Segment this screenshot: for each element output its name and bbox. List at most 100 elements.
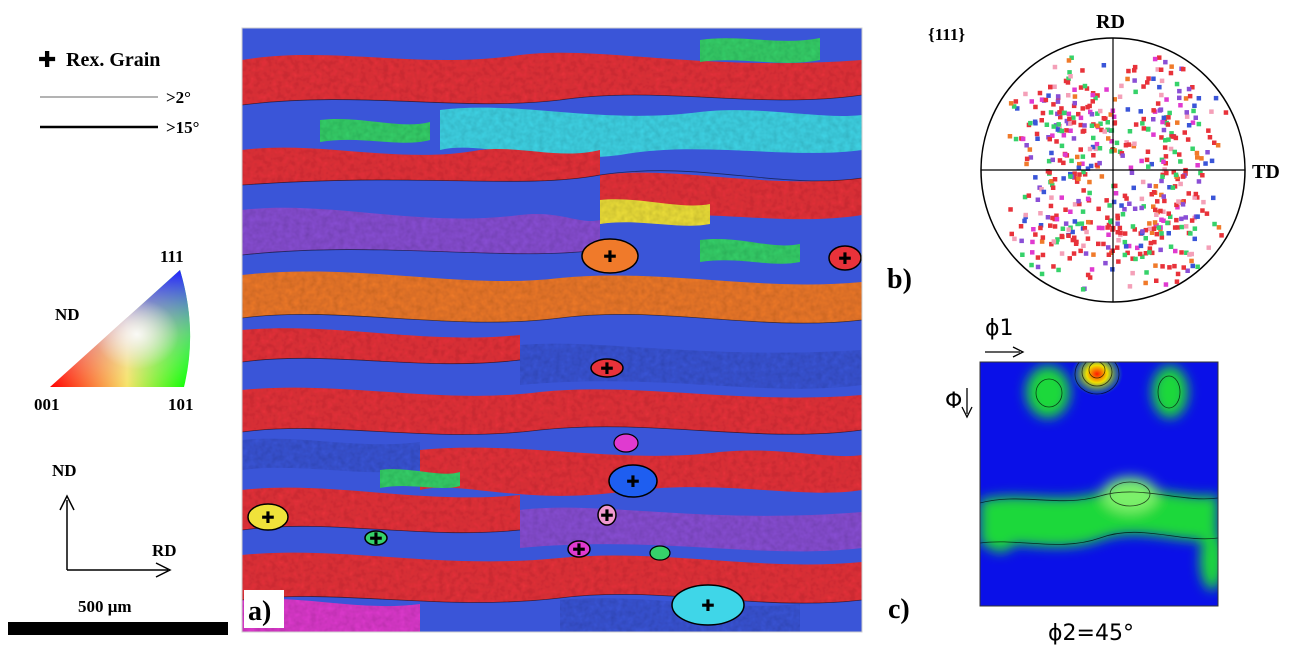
pole-point — [1018, 224, 1024, 229]
pole-point — [1122, 252, 1128, 258]
pole-point — [1189, 251, 1194, 257]
pole-point — [1114, 140, 1120, 146]
pole-point — [1085, 104, 1090, 110]
pole-point — [1160, 264, 1165, 269]
pole-point — [1139, 205, 1144, 211]
pole-point — [1164, 97, 1169, 102]
pole-point — [1109, 128, 1115, 133]
pole-point — [1209, 158, 1215, 164]
pole-point — [1028, 155, 1034, 160]
pole-point — [1033, 175, 1038, 180]
pole-point — [1172, 225, 1178, 230]
pole-point — [1054, 139, 1059, 144]
pole-point — [1144, 157, 1150, 163]
pole-point — [1094, 162, 1100, 168]
pole-point — [1091, 252, 1096, 257]
svg-text:✚: ✚ — [572, 540, 585, 559]
pole-point — [1167, 265, 1172, 270]
pole-point — [1146, 76, 1151, 81]
ipf-color-key: ND 111 001 101 — [34, 247, 194, 414]
pole-point — [1200, 208, 1205, 213]
pole-point — [1179, 250, 1184, 255]
pole-point — [1059, 195, 1064, 200]
pole-point — [1132, 227, 1137, 232]
pole-point — [1161, 218, 1166, 223]
pole-point — [1051, 102, 1056, 107]
pole-point — [1059, 143, 1065, 149]
pole-point — [1071, 103, 1077, 109]
pole-point — [1158, 247, 1163, 253]
odf-phi1-arrow-icon — [1012, 346, 1025, 358]
ipf-normal-label: ND — [55, 305, 80, 324]
pole-point — [1035, 264, 1041, 270]
pole-point — [1195, 155, 1200, 160]
pole-point — [1200, 173, 1205, 178]
pole-point — [1055, 94, 1061, 99]
pole-point — [1132, 206, 1138, 211]
pole-point — [1119, 151, 1125, 156]
rex-grain-markers: ✚ ✚ ✚ ✚ ✚ ✚ ✚ ✚ ✚ — [261, 247, 851, 615]
pole-point — [1168, 146, 1174, 152]
pole-point — [1169, 134, 1174, 139]
pole-point — [1085, 236, 1091, 241]
axis-vertical-arrow-icon — [59, 494, 75, 511]
scale-bar-label: 500 μm — [78, 597, 132, 616]
pole-point — [1072, 202, 1078, 207]
pole-point — [1080, 209, 1086, 214]
pole-point — [1129, 170, 1135, 175]
pole-point — [1189, 258, 1194, 264]
pole-point — [1049, 195, 1054, 200]
pole-point — [1177, 95, 1182, 101]
pole-point — [1181, 66, 1186, 72]
pole-point — [1111, 199, 1117, 205]
pole-point — [1177, 88, 1182, 94]
pole-point — [1050, 157, 1055, 163]
pole-point — [1191, 108, 1196, 114]
pole-point — [1104, 198, 1109, 203]
pole-point — [1076, 165, 1082, 170]
pole-point — [1097, 160, 1102, 166]
pole-point — [1065, 80, 1071, 85]
pole-point — [1178, 103, 1183, 108]
pole-point — [1105, 120, 1110, 125]
pole-point — [1128, 165, 1134, 170]
pole-point — [1152, 56, 1158, 62]
pole-point — [1061, 160, 1066, 166]
axis-horizontal-arrow-icon — [155, 562, 172, 578]
pole-point — [1034, 131, 1040, 137]
pole-point — [1064, 128, 1069, 133]
pole-point — [1147, 226, 1152, 232]
pole-point — [1038, 223, 1044, 228]
pole-point — [1161, 115, 1167, 121]
pole-point — [1165, 220, 1170, 226]
pole-point — [1165, 122, 1171, 127]
pole-point — [1162, 145, 1168, 150]
pole-point — [1122, 193, 1128, 199]
pole-point — [1059, 128, 1065, 134]
pole-point — [1081, 188, 1086, 193]
pole-point — [1131, 185, 1136, 191]
pole-point — [1209, 109, 1214, 114]
pole-point — [1096, 206, 1101, 212]
pole-point — [1116, 259, 1121, 264]
pole-point — [1068, 121, 1073, 126]
pole-point — [1063, 221, 1069, 226]
pole-point — [1050, 185, 1056, 190]
pole-point — [1161, 194, 1166, 199]
pole-point — [1215, 143, 1221, 148]
pole-point — [1074, 179, 1080, 184]
pole-point — [1048, 110, 1054, 115]
pole-point — [1143, 227, 1149, 233]
pole-point — [1173, 172, 1179, 178]
pole-point — [1079, 221, 1085, 226]
pole-point — [1149, 230, 1155, 235]
pole-point — [1068, 74, 1073, 79]
pole-point — [1120, 212, 1126, 217]
pole-point — [1052, 177, 1058, 182]
pole-point — [1187, 93, 1193, 99]
pole-point — [1009, 231, 1014, 237]
pole-point — [1147, 250, 1152, 255]
pole-point — [1047, 170, 1052, 175]
pole-point — [1183, 96, 1189, 101]
pole-point — [1155, 209, 1161, 215]
